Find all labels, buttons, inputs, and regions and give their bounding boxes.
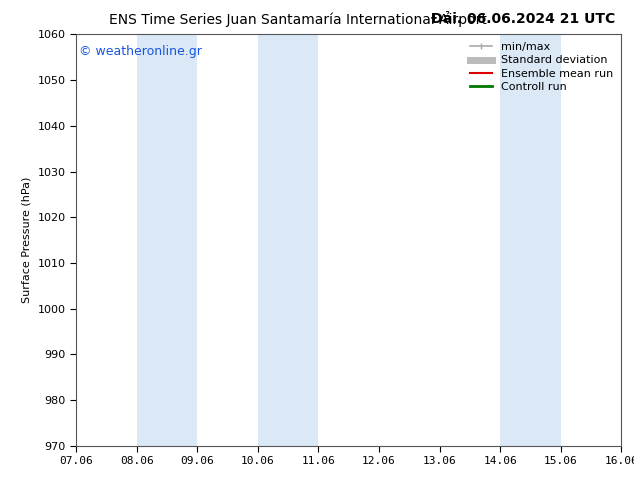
Bar xyxy=(621,34,634,446)
Text: ENS Time Series Juan Santamaría International Airport: ENS Time Series Juan Santamaría Internat… xyxy=(109,12,487,27)
Text: © weatheronline.gr: © weatheronline.gr xyxy=(79,45,202,58)
Bar xyxy=(500,34,560,446)
Bar xyxy=(137,34,197,446)
Y-axis label: Surface Pressure (hPa): Surface Pressure (hPa) xyxy=(22,177,32,303)
Text: Đải. 06.06.2024 21 UTC: Đải. 06.06.2024 21 UTC xyxy=(430,12,615,26)
Legend: min/max, Standard deviation, Ensemble mean run, Controll run: min/max, Standard deviation, Ensemble me… xyxy=(468,40,616,94)
Bar xyxy=(258,34,318,446)
